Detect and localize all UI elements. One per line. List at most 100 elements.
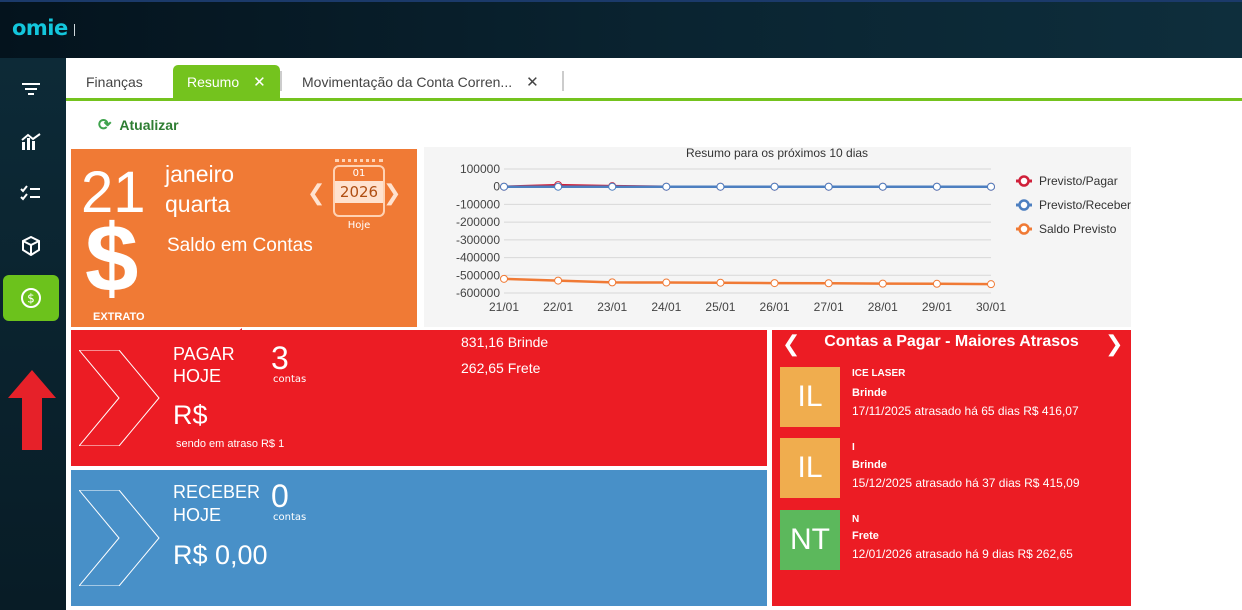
next-arrow-icon[interactable]: ❯ bbox=[1105, 332, 1124, 357]
saldo-label: Saldo em Contas bbox=[167, 235, 313, 256]
supplier-name: I bbox=[852, 442, 855, 453]
extrato-label[interactable]: EXTRATO bbox=[93, 311, 145, 323]
data-point bbox=[770, 182, 779, 191]
receber-label: RECEBER bbox=[173, 482, 261, 502]
y-tick-label: 0 bbox=[493, 180, 500, 194]
month-label: janeiro bbox=[165, 161, 235, 187]
bill-category: Brinde bbox=[852, 459, 887, 471]
dollar-circle-icon[interactable]: $ bbox=[3, 275, 59, 321]
top-bar: omie bbox=[0, 0, 1242, 58]
pagar-count: 3 bbox=[271, 340, 289, 376]
receber-amount: R$ 0,00 bbox=[173, 540, 268, 570]
y-tick-label: -300000 bbox=[456, 233, 500, 247]
close-icon[interactable]: ✕ bbox=[253, 73, 266, 91]
x-tick-label: 25/01 bbox=[705, 300, 735, 314]
legend-marker bbox=[1018, 175, 1030, 187]
box-icon[interactable] bbox=[3, 223, 59, 269]
forecast-chart: Resumo para os próximos 10 dias 100000 0 -1… bbox=[424, 146, 1131, 327]
y-tick-label: -100000 bbox=[456, 197, 500, 211]
data-point bbox=[824, 182, 833, 191]
pagar-amount: R$ bbox=[173, 400, 208, 430]
data-point bbox=[987, 280, 995, 289]
tab-movimentacao[interactable]: Movimentação da Conta Corren... ✕ bbox=[302, 73, 539, 91]
pagar-hoje-label: HOJE bbox=[173, 366, 222, 386]
avatar[interactable]: IL bbox=[780, 367, 840, 427]
pagar-item: 262,65 Frete bbox=[461, 360, 541, 376]
series-line bbox=[503, 277, 992, 286]
x-tick-label: 30/01 bbox=[976, 300, 1006, 314]
calendar-widget[interactable]: 01 2026 Hoje bbox=[329, 157, 389, 233]
annotation-up-arrow bbox=[8, 370, 56, 450]
prev-date-icon[interactable]: ❮ bbox=[307, 181, 326, 206]
legend-marker bbox=[1018, 199, 1030, 211]
supplier-name: ICE LASER bbox=[852, 368, 906, 376]
main-content: Finanças Resumo ✕ Movimentação da Conta C… bbox=[66, 58, 1242, 610]
x-tick-label: 24/01 bbox=[651, 300, 681, 314]
checklist-icon[interactable] bbox=[3, 171, 59, 217]
calendar-year: 2026 bbox=[335, 181, 383, 203]
x-tick-label: 22/01 bbox=[543, 300, 573, 314]
data-point bbox=[932, 279, 941, 288]
supplier-name: N bbox=[852, 514, 860, 525]
pagar-hoje-tile[interactable]: PAGAR HOJE 3 contas R$ sendo em atraso R… bbox=[71, 330, 767, 466]
legend-label: Saldo Previsto bbox=[1039, 222, 1117, 236]
data-point bbox=[770, 279, 779, 288]
bill-detail: 12/01/2026 atrasado há 9 dias R$ 262,65 bbox=[852, 547, 1073, 561]
calendar-icon bbox=[333, 165, 385, 217]
x-tick-label: 29/01 bbox=[922, 300, 952, 314]
receber-hoje-tile[interactable]: RECEBER HOJE 0 contas R$ 0,00 bbox=[71, 470, 767, 606]
sidebar: $ bbox=[0, 58, 66, 610]
y-tick-label: -600000 bbox=[456, 286, 500, 300]
data-point bbox=[608, 182, 617, 191]
tab-divider bbox=[562, 71, 564, 91]
legend-label: Previsto/Receber bbox=[1039, 198, 1131, 212]
data-point bbox=[554, 276, 563, 285]
data-point bbox=[662, 278, 671, 287]
receber-hoje-label: HOJE bbox=[173, 505, 222, 525]
close-icon[interactable]: ✕ bbox=[526, 73, 539, 91]
next-date-icon[interactable]: ❯ bbox=[383, 181, 402, 206]
date-saldo-tile[interactable]: 21 janeiro quarta Saldo em Contas $ EXTR… bbox=[71, 149, 417, 327]
x-tick-label: 21/01 bbox=[489, 300, 519, 314]
chart-icon[interactable] bbox=[3, 119, 59, 165]
filter-icon[interactable] bbox=[3, 66, 59, 112]
atrasos-title: Contas a Pagar - Maiores Atrasos bbox=[824, 333, 1079, 350]
avatar[interactable]: IL bbox=[780, 438, 840, 498]
data-point bbox=[500, 182, 508, 191]
data-point bbox=[554, 182, 563, 191]
x-tick-label: 28/01 bbox=[868, 300, 898, 314]
data-point bbox=[878, 279, 887, 288]
weekday-label: quarta bbox=[165, 191, 231, 217]
calendar-rings bbox=[335, 159, 383, 169]
y-tick-label: -500000 bbox=[456, 268, 500, 282]
data-point bbox=[987, 182, 995, 191]
tab-resumo[interactable]: Resumo ✕ bbox=[173, 65, 280, 98]
chevron-arrow-icon bbox=[79, 490, 160, 586]
tab-divider bbox=[280, 71, 282, 91]
data-point bbox=[878, 182, 887, 191]
data-point bbox=[716, 182, 725, 191]
y-tick-label: -200000 bbox=[456, 215, 500, 229]
calendar-month: 01 bbox=[352, 168, 366, 179]
prev-arrow-icon[interactable]: ❮ bbox=[782, 332, 801, 357]
bill-detail: 17/11/2025 atrasado há 65 dias R$ 416,07 bbox=[852, 404, 1079, 418]
avatar[interactable]: NT bbox=[780, 510, 840, 570]
y-tick-label: 100000 bbox=[460, 162, 500, 176]
tab-financas[interactable]: Finanças bbox=[86, 73, 143, 90]
data-point bbox=[608, 278, 617, 287]
pagar-overdue: sendo em atraso R$ 1 bbox=[176, 438, 285, 450]
tab-bar: Finanças Resumo ✕ Movimentação da Conta C… bbox=[66, 58, 1242, 101]
data-point bbox=[662, 182, 671, 191]
refresh-button[interactable]: ⟳ Atualizar bbox=[98, 117, 179, 134]
pagar-item: 831,16 Brinde bbox=[461, 334, 549, 350]
svg-text:$: $ bbox=[27, 292, 35, 306]
maiores-atrasos-panel: ❮ Contas a Pagar - Maiores Atrasos ❯ IL … bbox=[772, 330, 1131, 606]
calendar-today: Hoje bbox=[347, 220, 371, 231]
x-tick-label: 27/01 bbox=[814, 300, 844, 314]
x-tick-label: 26/01 bbox=[760, 300, 790, 314]
receber-count-unit: contas bbox=[273, 512, 307, 523]
receber-count: 0 bbox=[271, 478, 289, 514]
forecast-chart-svg: Resumo para os próximos 10 dias 100000 0 -1… bbox=[456, 146, 1131, 314]
omie-logo[interactable]: omie bbox=[12, 16, 68, 40]
bill-category: Brinde bbox=[852, 387, 887, 399]
